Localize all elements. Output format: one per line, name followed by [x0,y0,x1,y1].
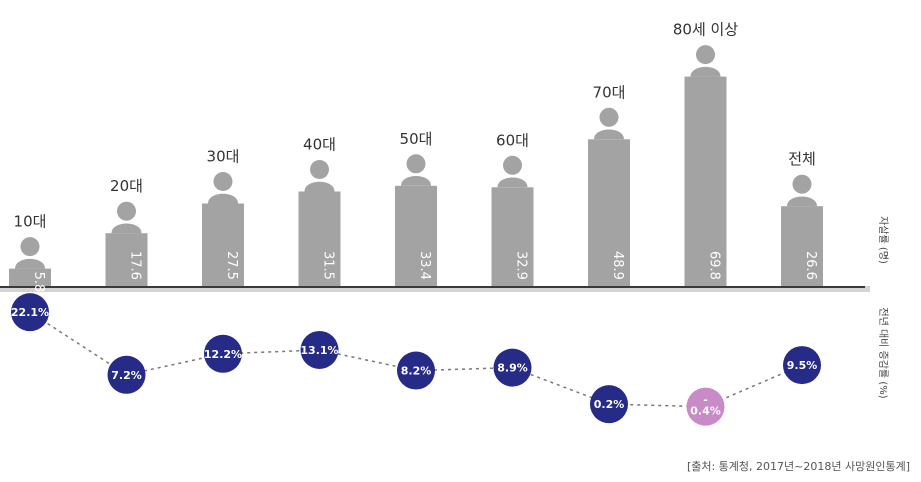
bar [395,185,437,286]
data-point [590,385,628,424]
bar-value-label: 32.9 [514,251,529,280]
data-point [493,348,532,387]
point-value-label: 12.2% [204,348,242,361]
bar [105,233,148,286]
point-group-10대: 22.1% [11,293,49,332]
category-label: 80세 이상 [673,21,738,39]
point-group-40대: 13.1% [300,330,339,369]
bar-axis-label: 자살률 (명) [877,216,889,264]
person-head-icon [503,155,522,175]
bar-value-label: 33.4 [417,251,432,280]
bar-group-70대: 70대 48.9 [588,83,630,286]
bar-group-80세-이상: 80세 이상 69.8 [673,21,738,286]
change-rate-line [29,311,803,408]
data-point [300,330,339,369]
person-head-icon [213,172,233,191]
line-axis-label: 전년 대비 증감률 (%) [877,307,889,398]
person-head-icon [117,201,136,221]
bar [491,187,534,286]
source-note: [출처: 통계청, 2017년~2018년 사망원인통계] [687,460,910,473]
line-layer: 22.1% 7.2% 12.2% 13.1% 8.2% 8.9% 0.2% -0.4% 9.5% [11,293,821,426]
data-point [107,355,146,394]
category-label: 60대 [496,131,529,149]
person-shoulders-icon [690,66,721,77]
bar-value-label: 17.6 [128,251,143,280]
category-label: 30대 [207,148,240,166]
person-shoulders-icon [111,223,142,234]
bar [588,139,630,286]
bar-group-전체: 전체 26.6 [781,150,823,286]
point-group-30대: 12.2% [204,334,242,373]
point-value-label: 9.5% [787,359,818,372]
person-head-icon [792,174,812,194]
category-label: 70대 [593,83,626,101]
person-shoulders-icon [208,193,238,204]
person-shoulders-icon [787,196,817,207]
point-value-label: 8.2% [401,365,432,378]
category-label: 40대 [303,136,336,154]
bar-group-30대: 30대 27.5 [202,148,244,286]
data-point [11,293,49,332]
data-point [397,351,435,390]
data-point [204,334,242,373]
point-group-70대: 0.2% [590,385,628,424]
bar-group-40대: 40대 31.5 [298,136,341,286]
category-label: 10대 [14,213,47,231]
bar-group-10대: 10대 5.8 [9,213,51,293]
bar-value-label: 5.8 [31,272,46,293]
baseline-shadow [0,286,870,292]
category-label: 50대 [400,130,433,148]
point-group-60대: 8.9% [493,348,532,387]
bar [202,203,244,286]
bar-value-label: 48.9 [610,251,625,280]
bar-group-20대: 20대 17.6 [105,177,148,286]
bar-value-label: 31.5 [321,251,336,280]
point-group-50대: 8.2% [397,351,435,390]
bar [298,191,341,286]
bars-layer: 10대 5.8 20대 17.6 30대 27.5 40대 31.5 50대 33.4 60대 32.… [0,21,870,293]
point-value-label: 7.2% [111,369,142,382]
point-value-label: -0.4% [690,394,721,418]
person-shoulders-icon [594,129,624,140]
category-label: 20대 [110,177,143,195]
person-shoulders-icon [15,258,45,269]
bar-value-label: 69.8 [707,251,722,280]
person-shoulders-icon [497,177,528,188]
bar [781,206,823,286]
bar-group-50대: 50대 33.4 [395,130,437,286]
person-head-icon [20,237,40,257]
person-shoulders-icon [401,176,431,186]
point-value-label: 8.9% [497,362,528,375]
point-group-80세-이상: -0.4% [686,387,725,426]
person-shoulders-icon [304,181,335,192]
point-value-label: 0.2% [594,398,625,411]
person-head-icon [406,154,426,174]
person-head-icon [310,160,329,179]
data-point [686,387,725,426]
category-label: 전체 [788,150,816,168]
point-value-label: 13.1% [300,344,338,357]
point-group-20대: 7.2% [107,355,146,394]
data-point [783,346,821,385]
bar [684,76,727,286]
person-head-icon [696,45,715,65]
bar [9,268,51,286]
bar-group-60대: 60대 32.9 [491,131,534,286]
bar-value-label: 26.6 [803,251,818,280]
person-head-icon [599,107,619,127]
point-value-label: 22.1% [11,306,49,319]
point-group-전체: 9.5% [783,346,821,385]
bar-value-label: 27.5 [224,251,239,280]
